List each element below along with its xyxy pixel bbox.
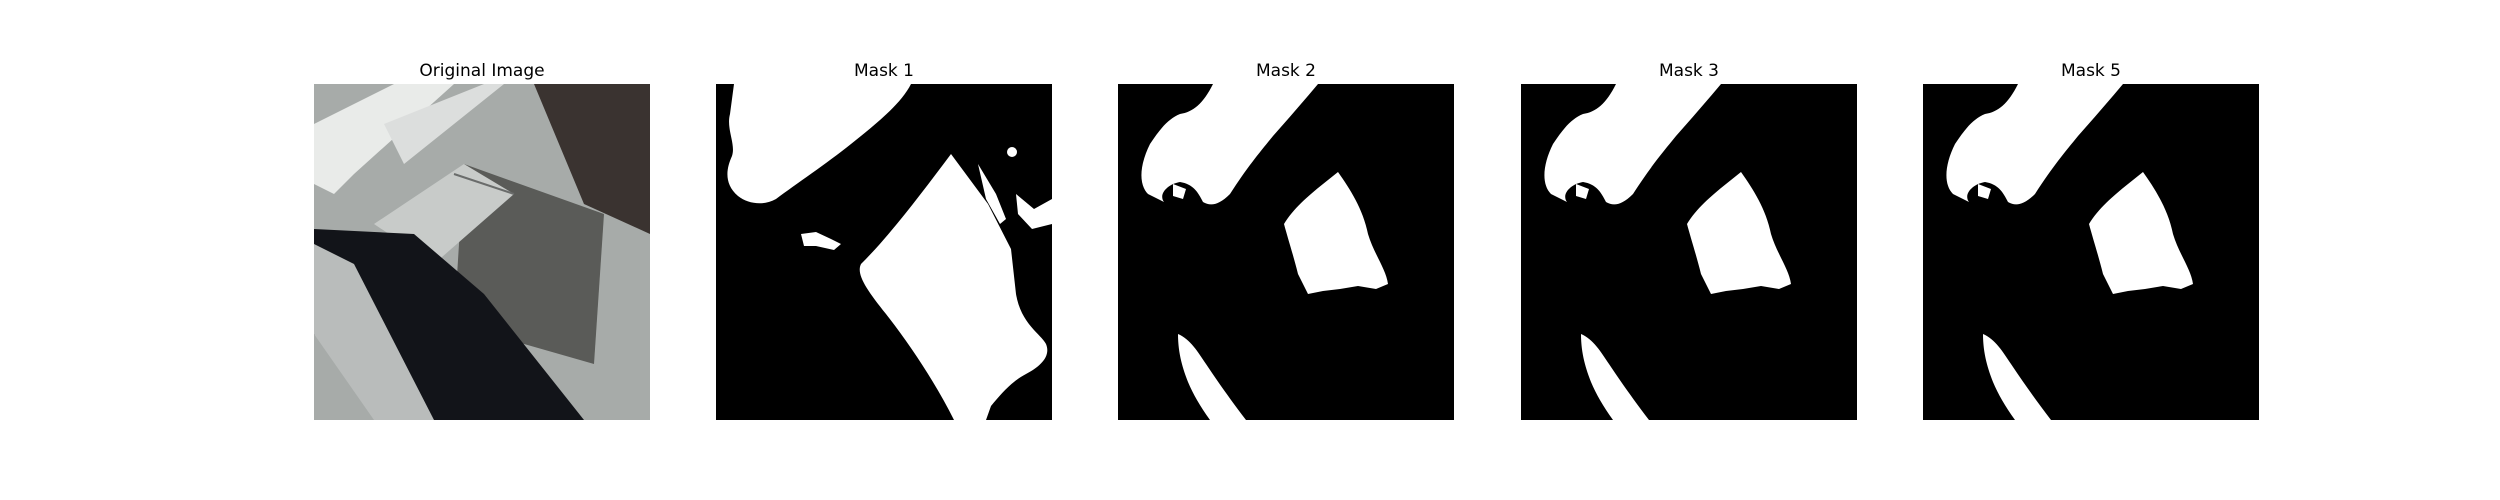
- mask-region: [727, 84, 911, 204]
- mask-region: [1016, 194, 1052, 229]
- mask-region: [1581, 334, 1649, 420]
- original-image: [314, 84, 650, 420]
- mask-1-image: [716, 84, 1052, 420]
- panel-title: Mask 3: [1658, 61, 1719, 81]
- mask-region: [859, 154, 1048, 420]
- mask-region: [1978, 184, 1991, 199]
- mask-region: [1946, 84, 2123, 205]
- panel-mask-3: Mask 3: [1521, 58, 1857, 420]
- panel-title: Mask 1: [853, 61, 914, 81]
- panel-title: Mask 5: [2060, 61, 2121, 81]
- mask-2-image: [1118, 84, 1454, 420]
- panel-original-image: Original Image: [314, 58, 650, 420]
- panel-title: Mask 2: [1255, 61, 1316, 81]
- mask-region: [1173, 184, 1186, 199]
- panel-mask-2: Mask 2: [1118, 58, 1454, 420]
- mask-speck: [1007, 147, 1017, 157]
- photo-white-frame-left: [314, 244, 434, 420]
- mask-3-image: [1521, 84, 1857, 420]
- mask-region: [978, 164, 1006, 224]
- photo-white-rail-2: [384, 84, 504, 164]
- mask-region: [1284, 172, 1388, 294]
- mask-region: [1178, 334, 1246, 420]
- mask-region: [1576, 184, 1589, 199]
- photo-dark-floor: [534, 84, 650, 234]
- mask-region: [1544, 84, 1721, 205]
- mask-region: [1141, 84, 1318, 205]
- mask-region: [1983, 334, 2051, 420]
- mask-region: [801, 232, 841, 250]
- mask-region: [1687, 172, 1791, 294]
- panel-title: Original Image: [419, 61, 545, 81]
- panel-mask-5: Mask 5: [1923, 58, 2259, 420]
- mask-5-image: [1923, 84, 2259, 420]
- mask-region: [2089, 172, 2193, 294]
- photo-rail-line: [453, 173, 515, 195]
- panel-mask-1: Mask 1: [716, 58, 1052, 420]
